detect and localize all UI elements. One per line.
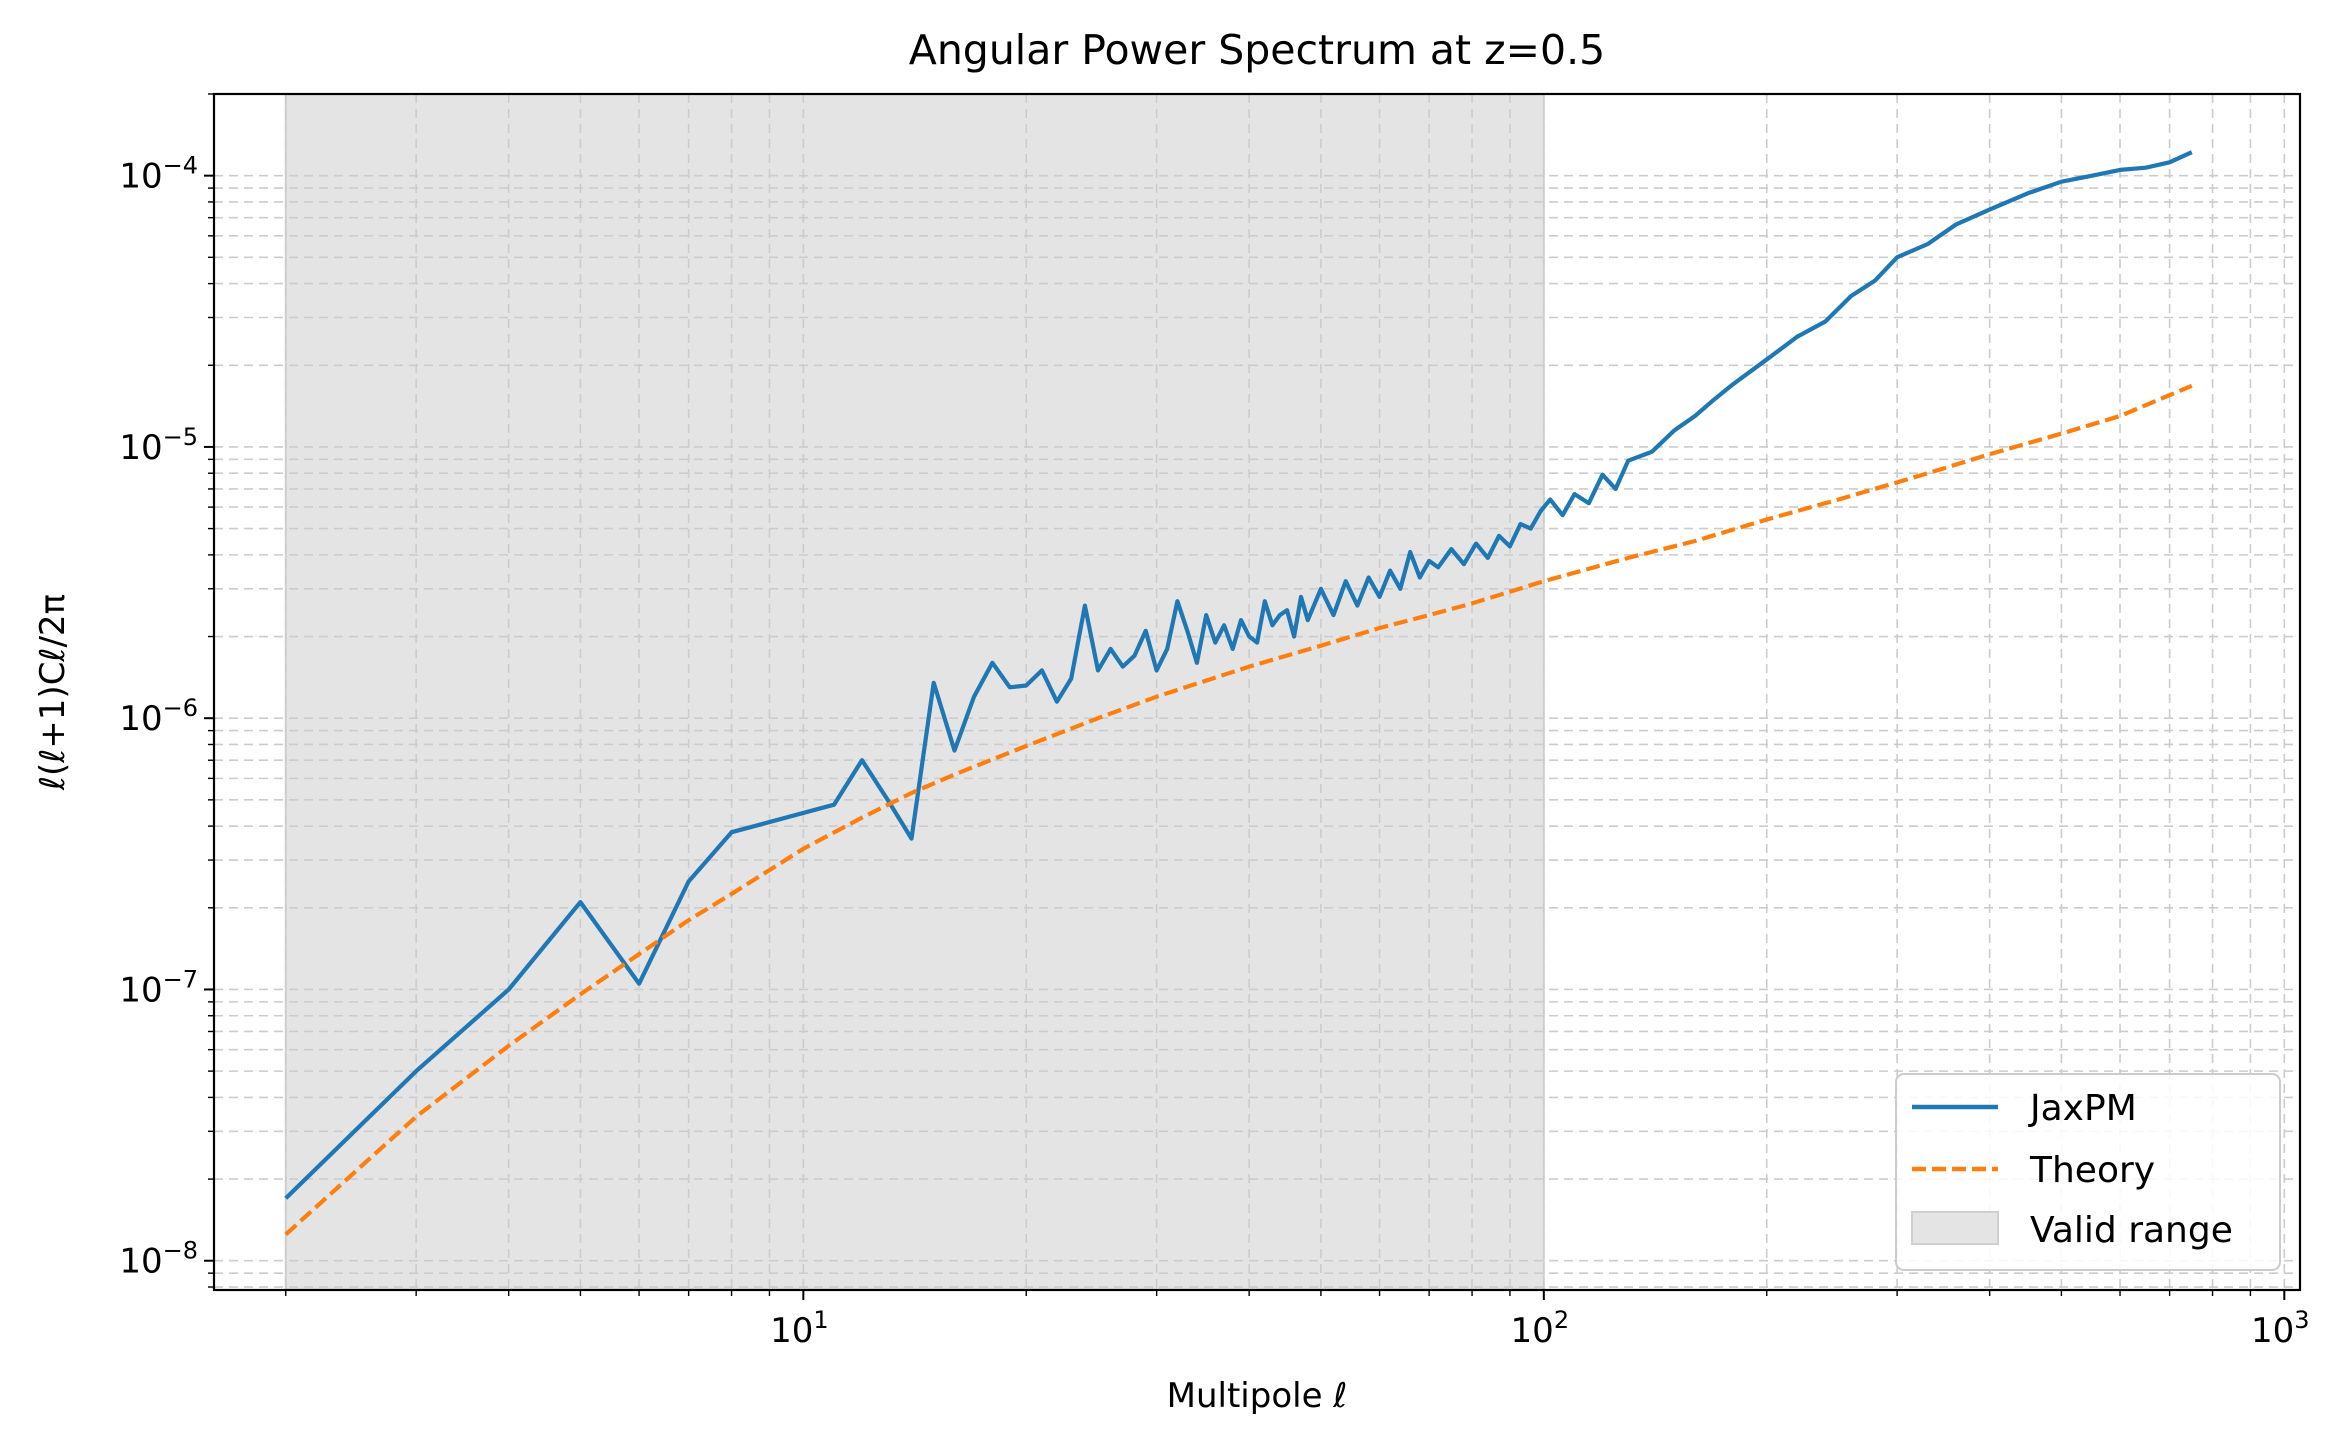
legend-label-valid-range: Valid range <box>2030 1210 2233 1251</box>
series-line-jaxpm <box>284 150 2193 1200</box>
x-tick-label: 103 <box>2251 1306 2310 1351</box>
y-tick-label: 10−6 <box>119 694 198 739</box>
x-axis-label: Multipole ℓ <box>1167 1376 1348 1416</box>
chart-title: Angular Power Spectrum at z=0.5 <box>909 26 1605 74</box>
legend-swatch-valid-range <box>1911 1211 1999 1245</box>
y-tick-label: 10−5 <box>119 423 198 468</box>
legend-label-jaxpm: JaxPM <box>2028 1088 2137 1129</box>
x-tick-label: 102 <box>1511 1306 1570 1351</box>
plot-frame <box>212 92 2302 1292</box>
x-tick-label: 101 <box>770 1306 829 1351</box>
y-axis-label: ℓ(ℓ+1)Cℓ/2π <box>33 594 73 791</box>
valid-range-band <box>284 93 1545 1291</box>
legend: JaxPM Theory Valid range <box>1895 1073 2281 1271</box>
y-tick-label: 10−8 <box>119 1237 198 1282</box>
y-tick-label: 10−7 <box>119 965 198 1010</box>
series-line-theory <box>284 383 2193 1236</box>
legend-label-theory: Theory <box>2029 1150 2155 1191</box>
y-tick-label: 10−4 <box>119 152 198 197</box>
